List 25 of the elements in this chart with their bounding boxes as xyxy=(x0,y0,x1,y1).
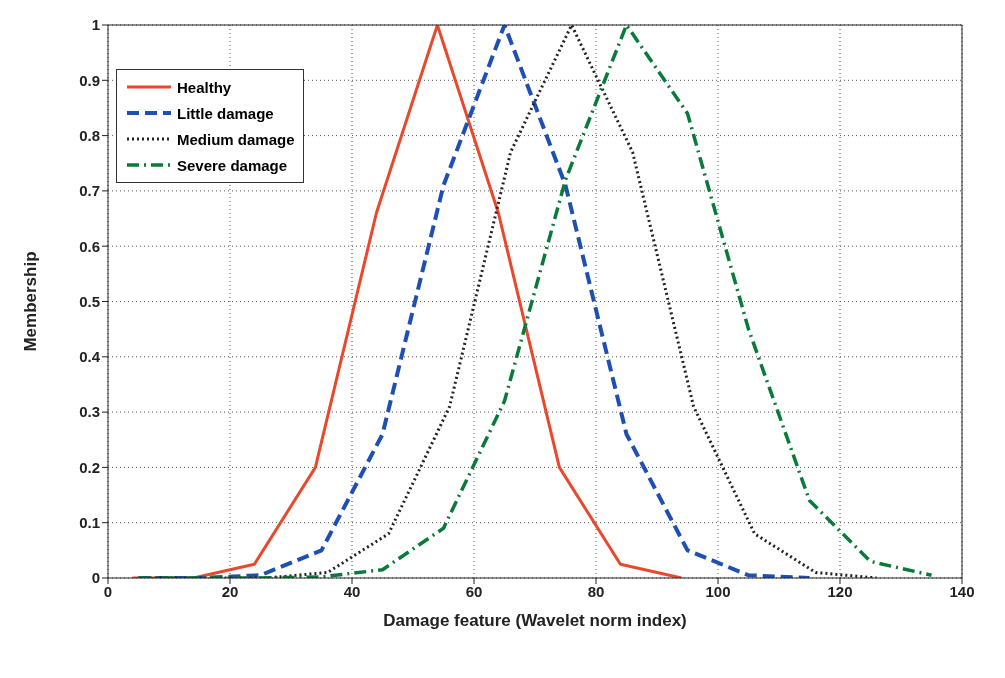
legend-label: Severe damage xyxy=(177,156,288,174)
x-tick-label: 80 xyxy=(587,582,605,600)
y-tick-label: 0.7 xyxy=(79,182,100,200)
y-tick-label: 0.4 xyxy=(79,348,101,366)
y-tick-label: 0.5 xyxy=(79,292,100,310)
legend-label: Little damage xyxy=(177,104,274,122)
y-axis-title: Membership xyxy=(21,251,41,352)
x-tick-label: 60 xyxy=(465,582,483,600)
x-tick-label: 20 xyxy=(221,582,239,600)
x-tick-label: 140 xyxy=(949,582,975,600)
x-tick-label: 0 xyxy=(103,582,113,600)
y-tick-label: 0 xyxy=(91,569,100,587)
x-tick-label: 40 xyxy=(343,582,361,600)
legend-label: Medium damage xyxy=(177,130,295,148)
y-tick-label: 0.6 xyxy=(79,237,100,255)
y-tick-label: 1 xyxy=(91,16,100,34)
x-tick-label: 120 xyxy=(827,582,853,600)
x-axis-title: Damage feature (Wavelet norm index) xyxy=(383,611,687,630)
y-tick-label: 0.2 xyxy=(79,458,100,476)
y-tick-label: 0.9 xyxy=(79,71,100,89)
legend-label: Healthy xyxy=(177,78,232,96)
y-tick-label: 0.8 xyxy=(79,126,100,144)
y-tick-label: 0.1 xyxy=(79,514,100,532)
y-tick-label: 0.3 xyxy=(79,403,100,421)
x-tick-label: 100 xyxy=(705,582,731,600)
